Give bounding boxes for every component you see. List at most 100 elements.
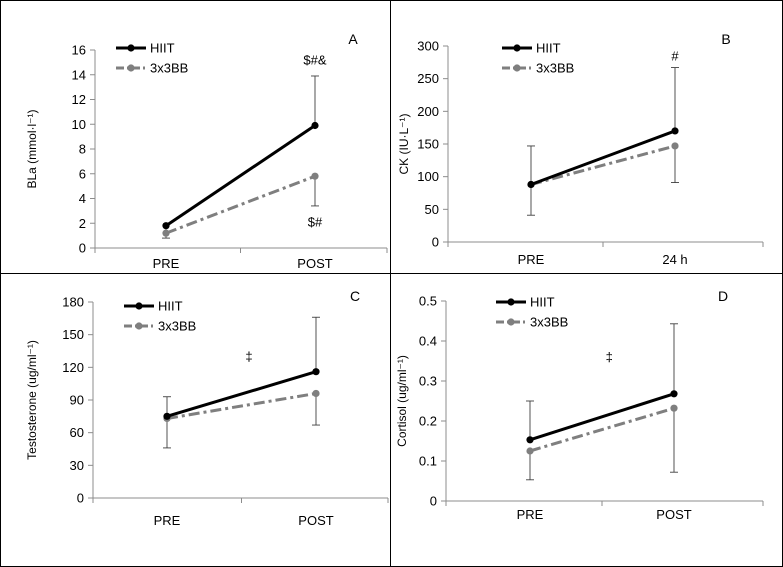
y-tick-label: 2 (79, 216, 86, 231)
x-category-label: PRE (154, 513, 181, 528)
bb-line (529, 406, 675, 453)
panel-d: 0 0.1 0.2 0.3 0.4 0.5 PRE POST Cortisol (ug/ml⁻¹… (390, 273, 783, 567)
hiit-point (162, 222, 170, 230)
x-category-label: PRE (518, 252, 545, 267)
legend-bb-label: 3x3BB (158, 319, 196, 334)
y-tick-label: 0 (79, 241, 86, 256)
y-tick-label: 180 (62, 295, 84, 310)
panel-b: 0 50 100 150 200 250 300 PRE 24 h CK (IU·L⁻¹) B HII… (390, 0, 783, 274)
y-tick-label: 14 (72, 67, 86, 82)
legend-bb-marker (127, 64, 135, 72)
bb-line (530, 144, 676, 186)
x-category-label: POST (298, 513, 333, 528)
y-tick-label: 12 (72, 92, 86, 107)
legend-hiit-label: HIIT (150, 41, 175, 56)
series-3x3bb (526, 404, 678, 481)
legend: HIIT 3x3BB (496, 295, 568, 330)
legend-hiit-marker (513, 44, 521, 52)
series-hiit (163, 316, 320, 420)
x-category-label: PRE (517, 507, 544, 522)
annotation: ‡ (245, 349, 252, 364)
y-tick-label: 90 (70, 393, 84, 408)
hiit-line (165, 124, 316, 227)
legend-bb-label: 3x3BB (150, 61, 188, 76)
y-tick-label: 200 (417, 104, 439, 119)
panel-letter: D (718, 288, 728, 304)
bb-point (162, 229, 170, 237)
y-tick-label: 0 (430, 494, 437, 509)
y-tick-label: 60 (70, 425, 84, 440)
bb-point (670, 404, 678, 412)
legend-hiit-marker (507, 298, 515, 306)
y-tick-label: 250 (417, 71, 439, 86)
bb-point (526, 447, 534, 455)
y-tick-label: 0 (77, 491, 84, 506)
series-hiit (162, 75, 319, 230)
annotation: ‡ (606, 350, 613, 365)
y-tick-label: 4 (79, 191, 86, 206)
legend-bb-label: 3x3BB (536, 61, 574, 76)
y-axis-label: Cortisol (ug/ml⁻¹) (395, 355, 409, 447)
x-category-label: 24 h (662, 252, 687, 267)
y-tick-label: 8 (79, 142, 86, 157)
hiit-line (530, 129, 676, 186)
y-tick-label: 0.2 (419, 414, 437, 429)
y-tick-label: 0.4 (419, 334, 437, 349)
y-tick-label: 150 (417, 137, 439, 152)
bb-line (165, 174, 316, 235)
legend-hiit-label: HIIT (530, 295, 555, 310)
y-axis-label: CK (IU·L⁻¹) (397, 114, 411, 175)
hiit-point (671, 127, 679, 135)
legend-hiit-marker (135, 302, 143, 310)
bb-point (311, 172, 319, 180)
hiit-point (526, 436, 534, 444)
y-tick-label: 0 (432, 235, 439, 250)
hiit-point (311, 121, 319, 130)
panel-letter: B (721, 31, 730, 47)
series-hiit (526, 323, 678, 444)
legend: HIIT 3x3BB (116, 41, 188, 76)
annotation: $# (308, 215, 323, 230)
series-3x3bb (162, 172, 319, 239)
bb-point (312, 389, 320, 398)
y-tick-label: 50 (425, 202, 439, 217)
annotation: # (671, 48, 679, 63)
y-tick-label: 30 (70, 458, 84, 473)
legend-hiit-label: HIIT (158, 299, 183, 314)
y-tick-label: 0.3 (419, 374, 437, 389)
y-tick-label: 6 (79, 166, 86, 181)
bb-point (671, 142, 679, 150)
panel-letter: C (350, 288, 360, 304)
legend-bb-marker (507, 318, 515, 326)
bb-line (166, 391, 317, 420)
y-tick-label: 0.1 (419, 454, 437, 469)
x-category-label: PRE (153, 256, 180, 271)
legend-bb-label: 3x3BB (530, 315, 568, 330)
panel-c: 0 30 60 90 120 150 180 PRE POST Testosterone (ug/… (0, 273, 391, 567)
y-tick-label: 16 (72, 43, 86, 58)
series-hiit (527, 67, 679, 189)
legend: HIIT 3x3BB (502, 41, 574, 76)
hiit-point (670, 390, 678, 398)
panel-a: 0 2 4 6 8 10 12 14 16 PRE POST BLa (mmol·l⁻¹) A HIIT 3… (0, 0, 391, 274)
x-category-label: POST (656, 507, 691, 522)
y-axis-label: BLa (mmol·l⁻¹) (25, 109, 39, 188)
hiit-point (312, 368, 320, 376)
legend-bb-marker (513, 64, 521, 72)
y-axis-label: Testosterone (ug/ml⁻¹) (25, 340, 39, 460)
hiit-point (163, 412, 171, 420)
y-tick-label: 150 (62, 327, 84, 342)
y-tick-label: 0.5 (419, 294, 437, 309)
y-tick-label: 120 (62, 360, 84, 375)
hiit-line (529, 392, 675, 442)
panel-letter: A (348, 31, 358, 47)
legend-hiit-marker (127, 44, 135, 52)
y-tick-label: 10 (72, 117, 86, 132)
legend-hiit-label: HIIT (536, 41, 561, 56)
hiit-point (527, 180, 535, 189)
legend: HIIT 3x3BB (124, 299, 196, 334)
panel-frame (390, 273, 783, 567)
annotation: $#& (303, 52, 326, 67)
series-3x3bb (163, 389, 320, 449)
